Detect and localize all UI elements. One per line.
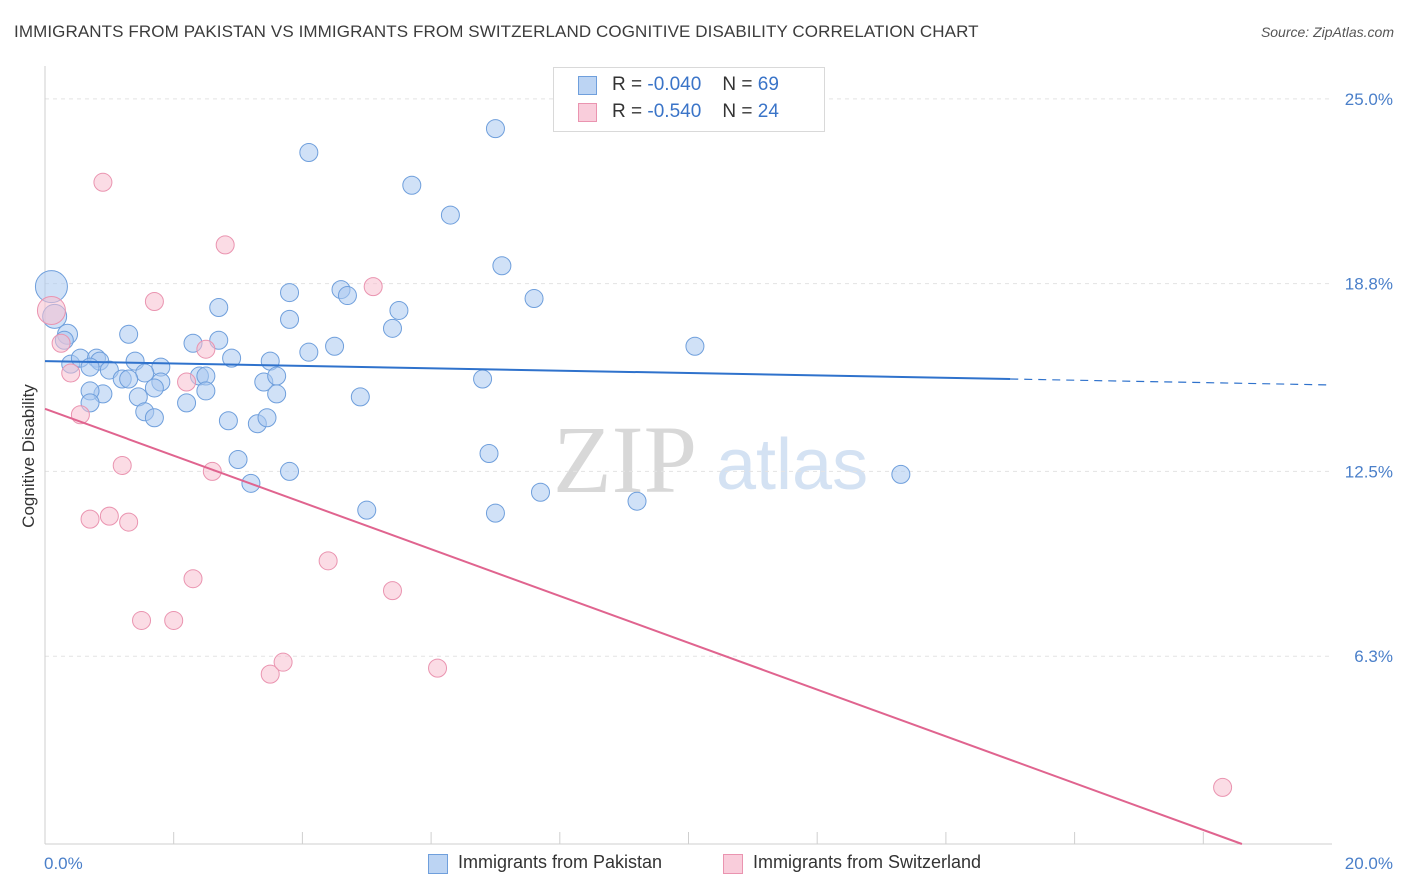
axes [44, 66, 1332, 845]
pakistan-point [177, 393, 197, 413]
pakistan-point [382, 318, 402, 338]
correlation-legend: R = -0.040 N = 69 R = -0.540 N = 24 [553, 67, 825, 132]
pakistan-point [325, 336, 345, 356]
switzerland-point [260, 664, 280, 684]
watermark-zip: ZIP [553, 406, 697, 513]
switzerland-point [196, 339, 216, 359]
watermark-atlas: atlas [716, 425, 868, 505]
pakistan-point [473, 369, 493, 389]
pakistan-point [280, 309, 300, 329]
y-tick-label: 18.8% [1345, 275, 1393, 294]
pakistan-point [119, 369, 139, 389]
switzerland-point [61, 363, 81, 383]
pakistan-point [280, 283, 300, 303]
pakistan-point [337, 286, 357, 306]
chart-title: IMMIGRANTS FROM PAKISTAN VS IMMIGRANTS F… [14, 22, 979, 41]
pakistan-r-value: -0.040 [647, 74, 702, 95]
switzerland-point [164, 610, 184, 630]
x-tick-label-min: 0.0% [44, 854, 83, 873]
switzerland-point [183, 569, 203, 589]
pakistan-point [485, 119, 505, 139]
tick-labels: 6.3% 12.5% 18.8% 25.0% 0.0% 20.0% [44, 90, 1393, 873]
n-label: N = [722, 101, 753, 122]
switzerland-point [112, 455, 132, 475]
watermark: ZIP atlas [553, 406, 868, 513]
source-label: Source: ZipAtlas.com [1260, 24, 1394, 40]
switzerland-point [51, 333, 71, 353]
r-label: R = [612, 101, 643, 122]
pakistan-n-value: 69 [757, 74, 779, 95]
pakistan-point [891, 464, 911, 484]
pakistan-point [485, 503, 505, 523]
switzerland-point [363, 277, 383, 297]
y-axis-label: Cognitive Disability [19, 384, 38, 528]
switzerland-point [99, 506, 119, 526]
pakistan-swatch [578, 76, 597, 95]
pakistan-point [228, 449, 248, 469]
pakistan-point [196, 381, 216, 401]
pakistan-point [267, 366, 287, 386]
r-label: R = [612, 74, 643, 95]
pakistan-point [280, 461, 300, 481]
pakistan-point [530, 482, 550, 502]
pakistan-point [209, 297, 229, 317]
pakistan-point [80, 357, 100, 377]
pakistan-point [144, 378, 164, 398]
data-points [34, 119, 1233, 797]
switzerland-point [132, 610, 152, 630]
switzerland-point [119, 512, 139, 532]
switzerland-legend-swatch [723, 854, 743, 874]
switzerland-point [318, 551, 338, 571]
switzerland-point [273, 652, 293, 672]
pakistan-point [440, 205, 460, 225]
pakistan-point [492, 256, 512, 276]
switzerland-n-value: 24 [757, 101, 779, 122]
pakistan-point [524, 289, 544, 309]
pakistan-trend-extension [1010, 378, 1333, 386]
pakistan-legend-label: Immigrants from Pakistan [458, 852, 663, 872]
pakistan-point [479, 444, 499, 464]
switzerland-legend-label: Immigrants from Switzerland [753, 852, 982, 872]
switzerland-point [215, 235, 235, 255]
switzerland-r-value: -0.540 [647, 101, 702, 122]
switzerland-point [1213, 777, 1233, 797]
switzerland-point [177, 372, 197, 392]
switzerland-swatch [578, 103, 597, 122]
pakistan-point [389, 300, 409, 320]
switzerland-point [382, 581, 402, 601]
switzerland-point [428, 658, 448, 678]
gridlines [45, 98, 1332, 657]
y-tick-label: 25.0% [1345, 90, 1393, 109]
x-tick-label-max: 20.0% [1345, 854, 1393, 873]
switzerland-point [93, 172, 113, 192]
pakistan-point [402, 175, 422, 195]
pakistan-point [119, 324, 139, 344]
pakistan-point [299, 142, 319, 162]
trend-lines [44, 360, 1333, 845]
pakistan-point [350, 387, 370, 407]
pakistan-legend-swatch [428, 854, 448, 874]
pakistan-point [144, 408, 164, 428]
pakistan-point [222, 348, 242, 368]
switzerland-point [80, 509, 100, 529]
switzerland-point [202, 461, 222, 481]
n-label: N = [722, 74, 753, 95]
pakistan-point [267, 384, 287, 404]
pakistan-point [627, 491, 647, 511]
pakistan-trend-line [44, 360, 1011, 381]
switzerland-point [36, 295, 66, 325]
pakistan-point [257, 408, 277, 428]
pakistan-point [299, 342, 319, 362]
y-tick-label: 12.5% [1345, 462, 1393, 481]
switzerland-trend-line [44, 407, 1243, 845]
pakistan-point [218, 411, 238, 431]
switzerland-point [144, 292, 164, 312]
pakistan-point [685, 336, 705, 356]
y-tick-label: 6.3% [1354, 647, 1393, 666]
pakistan-point [357, 500, 377, 520]
